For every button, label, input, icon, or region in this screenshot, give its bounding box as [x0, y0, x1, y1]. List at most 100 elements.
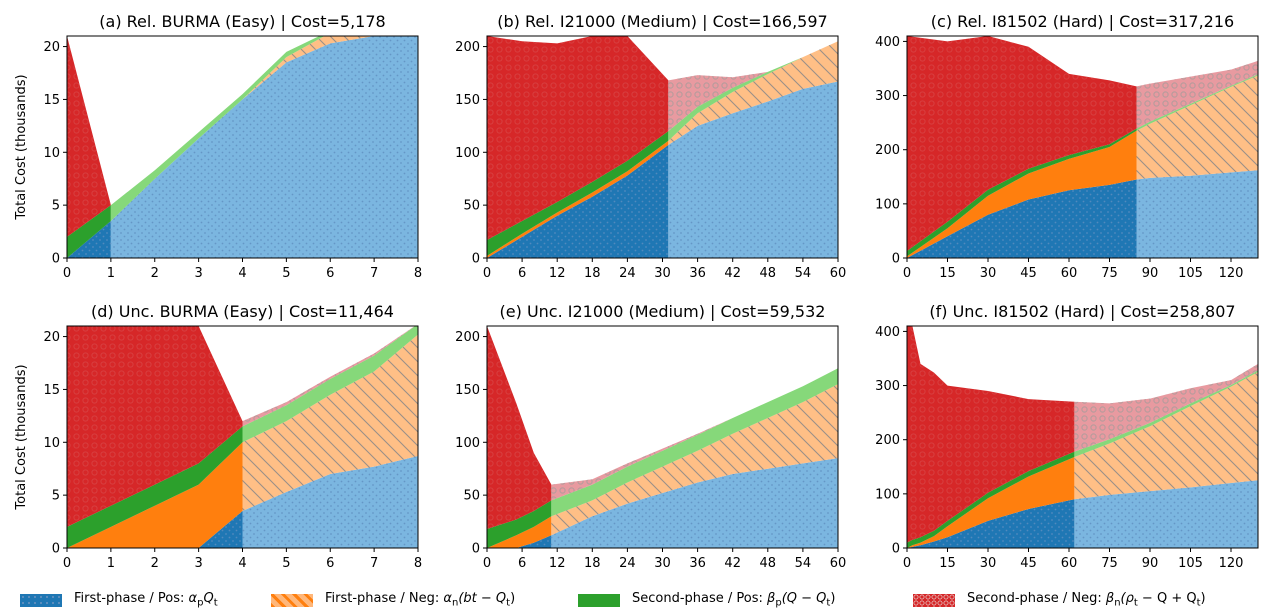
legend-label-second-pos: Second-phase / Pos: βp(Q − Qt) [632, 591, 836, 609]
x-tick-label: 6 [326, 266, 334, 281]
area-first-neg-phase1 [907, 457, 1075, 548]
x-tick-label: 12 [549, 266, 566, 281]
x-tick-label: 18 [584, 266, 601, 281]
y-tick-label: 200 [875, 433, 900, 448]
chart-title: (a) Rel. BURMA (Easy) | Cost=5,178 [99, 12, 385, 31]
area-second-pos-phase2 [1074, 370, 1258, 457]
legend-item-first-pos: First-phase / Pos: αpQt [20, 590, 218, 610]
x-tick-label: 2 [151, 266, 159, 281]
plot-frame [906, 35, 1259, 259]
y-tick-label: 5 [52, 489, 60, 504]
y-tick-label: 50 [463, 489, 480, 504]
area-second-pos-phase2 [242, 326, 418, 443]
y-tick-label: 300 [875, 379, 900, 394]
x-tick-label: 54 [795, 556, 812, 571]
x-tick-label: 60 [830, 266, 847, 281]
x-tick-label: 120 [1219, 266, 1244, 281]
y-tick-label: 0 [472, 542, 480, 557]
x-tick-label: 48 [760, 266, 777, 281]
y-tick-label: 0 [52, 252, 60, 267]
area-second-pos-phase1 [907, 451, 1075, 548]
x-tick-label: 6 [518, 556, 526, 571]
x-tick-label: 0 [483, 266, 491, 281]
x-tick-label: 48 [760, 556, 777, 571]
y-tick-label: 20 [43, 40, 60, 55]
x-tick-label: 5 [282, 266, 290, 281]
area-second-pos-phase1 [67, 205, 111, 258]
chart-panel-1: 0 1 2 3 4 5 6 7 8 0 5 10 15 20 (a) Rel. BURMA (Easy) |… [43, 12, 422, 281]
y-tick-label: 15 [43, 383, 60, 398]
y-axis-label-top: Total Cost (thousands) [14, 74, 29, 220]
x-tick-label: 36 [689, 266, 706, 281]
y-tick-label: 0 [892, 542, 900, 557]
x-tick-label: 6 [518, 266, 526, 281]
x-tick-label: 18 [584, 556, 601, 571]
x-tick-label: 6 [326, 556, 334, 571]
y-tick-label: 0 [472, 252, 480, 267]
x-tick-label: 60 [1061, 266, 1078, 281]
legend-swatch-first-pos [20, 593, 62, 607]
x-tick-label: 15 [939, 556, 956, 571]
x-tick-label: 75 [1101, 556, 1118, 571]
x-tick-label: 30 [980, 266, 997, 281]
x-tick-label: 90 [1142, 266, 1159, 281]
y-tick-label: 20 [43, 330, 60, 345]
chart-title: (f) Unc. I81502 (Hard) | Cost=258,807 [929, 302, 1235, 321]
chart-title: (d) Unc. BURMA (Easy) | Cost=11,464 [91, 302, 394, 321]
y-tick-label: 100 [875, 197, 900, 212]
x-tick-label: 8 [414, 266, 422, 281]
x-tick-label: 12 [549, 556, 566, 571]
x-tick-label: 1 [107, 266, 115, 281]
x-tick-label: 8 [414, 556, 422, 571]
area-first-neg-phase1 [487, 516, 552, 548]
x-tick-label: 0 [903, 266, 911, 281]
legend-label-first-pos: First-phase / Pos: αpQt [74, 591, 218, 609]
y-tick-label: 200 [455, 40, 480, 55]
x-tick-label: 3 [194, 556, 202, 571]
y-tick-label: 5 [52, 199, 60, 214]
plot-frame [906, 325, 1259, 549]
y-tick-label: 0 [892, 252, 900, 267]
x-tick-label: 0 [63, 266, 71, 281]
x-tick-label: 120 [1219, 556, 1244, 571]
x-tick-label: 0 [483, 556, 491, 571]
y-tick-label: 150 [455, 383, 480, 398]
y-tick-label: 150 [455, 93, 480, 108]
x-tick-label: 105 [1178, 556, 1203, 571]
area-first-neg-phase1 [67, 442, 243, 548]
y-tick-label: 100 [455, 146, 480, 161]
y-tick-label: 200 [875, 143, 900, 158]
area-second-pos-phase1 [487, 500, 552, 548]
legend-item-first-neg: First-phase / Neg: αn(bt − Qt) [271, 590, 515, 610]
y-tick-label: 50 [463, 199, 480, 214]
x-tick-label: 4 [238, 266, 246, 281]
x-tick-label: 90 [1142, 556, 1159, 571]
x-tick-label: 3 [194, 266, 202, 281]
x-tick-label: 45 [1020, 266, 1037, 281]
y-tick-label: 200 [455, 330, 480, 345]
x-tick-label: 42 [724, 266, 741, 281]
area-second-pos-phase1 [67, 426, 243, 548]
x-tick-label: 45 [1020, 556, 1037, 571]
legend: First-phase / Pos: αpQt First-phase / Ne… [0, 586, 1273, 612]
legend-swatch-first-neg [271, 593, 313, 607]
chart-panel-5: 0 6 12 18 24 30 36 42 48 54 60 0 50 100 150 200 (e) Unc.… [455, 302, 846, 571]
x-tick-label: 60 [1061, 556, 1078, 571]
area-second-pos-phase1 [487, 131, 669, 256]
chart-panel-4: 0 1 2 3 4 5 6 7 8 0 5 10 15 20 (d) Unc. BURMA (Easy) |… [43, 302, 422, 571]
y-tick-label: 10 [43, 436, 60, 451]
legend-label-first-neg: First-phase / Neg: αn(bt − Qt) [325, 591, 516, 609]
x-tick-label: 42 [724, 556, 741, 571]
chart-panel-3: 0 15 30 45 60 75 90 105 120 0 100 200 300 400 (c) Rel.… [875, 12, 1259, 281]
x-tick-label: 7 [370, 266, 378, 281]
x-tick-label: 7 [370, 556, 378, 571]
legend-label-second-neg: Second-phase / Neg: βn(ρt − Q + Qt) [967, 591, 1206, 609]
chart-panel-2: 0 6 12 18 24 30 36 42 48 54 60 0 50 100 150 200 (b) Rel.… [455, 12, 846, 281]
x-tick-label: 0 [903, 556, 911, 571]
area-first-neg-phase1 [907, 130, 1137, 258]
y-tick-label: 10 [43, 146, 60, 161]
x-tick-label: 36 [689, 556, 706, 571]
area-second-pos-phase2 [551, 368, 838, 517]
x-tick-label: 15 [939, 266, 956, 281]
